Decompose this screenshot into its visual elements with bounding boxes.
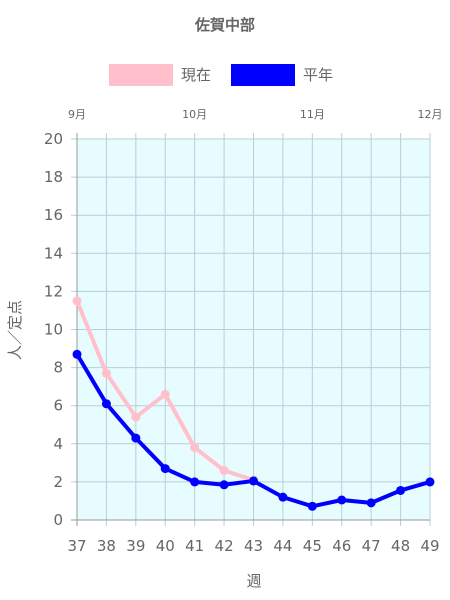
data-point — [219, 465, 229, 475]
x-tick-label: 37 — [67, 537, 86, 555]
data-point — [190, 443, 200, 453]
x-tick-label: 46 — [332, 537, 351, 555]
month-label: 10月 — [182, 108, 207, 121]
data-point — [425, 477, 435, 487]
x-tick-label: 38 — [97, 537, 116, 555]
y-tick-label: 8 — [53, 359, 63, 377]
x-tick-label: 44 — [273, 537, 292, 555]
legend-label: 平年 — [303, 66, 333, 84]
legend-label: 現在 — [181, 66, 211, 84]
month-label: 11月 — [300, 108, 325, 121]
y-tick-label: 2 — [53, 473, 63, 491]
y-tick-label: 4 — [53, 435, 63, 453]
data-point — [307, 501, 317, 511]
x-tick-label: 40 — [156, 537, 175, 555]
data-point — [131, 433, 141, 443]
y-tick-label: 10 — [44, 321, 63, 339]
month-label: 9月 — [68, 108, 86, 121]
series-1 — [72, 349, 435, 511]
data-point — [190, 477, 200, 487]
legend-swatch — [109, 64, 173, 86]
x-tick-label: 45 — [303, 537, 322, 555]
data-point — [72, 349, 82, 359]
x-tick-label: 41 — [185, 537, 204, 555]
y-tick-label: 0 — [53, 511, 63, 529]
data-point — [366, 498, 376, 508]
x-axis-title: 週 — [246, 572, 261, 590]
x-tick-label: 43 — [244, 537, 263, 555]
data-point — [160, 464, 170, 474]
y-tick-label: 20 — [44, 130, 63, 148]
y-tick-label: 14 — [44, 244, 63, 262]
grid-lines — [71, 133, 431, 526]
x-tick-label: 42 — [215, 537, 234, 555]
data-point — [101, 399, 111, 409]
data-point — [72, 296, 82, 306]
x-tick-label: 39 — [126, 537, 145, 555]
data-point — [278, 492, 288, 502]
x-tick-label: 49 — [420, 537, 439, 555]
series-layer — [72, 296, 435, 511]
x-tick-label: 47 — [362, 537, 381, 555]
chart-title: 佐賀中部 — [194, 16, 255, 34]
x-tick-label: 48 — [391, 537, 410, 555]
x-tick-labels: 37 38 39 40 41 42 43 44 45 46 47 48 49 — [67, 537, 439, 555]
y-tick-label: 12 — [44, 282, 63, 300]
data-point — [160, 389, 170, 399]
y-tick-label: 6 — [53, 397, 63, 415]
data-point — [131, 412, 141, 422]
y-axis-title: 人／定点 — [6, 300, 24, 360]
y-tick-label: 16 — [44, 206, 63, 224]
data-point — [337, 495, 347, 505]
data-point — [219, 480, 229, 490]
month-label: 12月 — [418, 108, 443, 121]
month-labels: 9月 10月 11月 12月 — [68, 108, 443, 121]
data-point — [396, 485, 406, 495]
data-point — [249, 476, 258, 486]
legend: 現在 平年 — [109, 64, 333, 86]
y-tick-labels: 0 2 4 6 8 10 12 14 16 18 20 — [44, 130, 63, 529]
y-tick-label: 18 — [44, 168, 63, 186]
data-point — [101, 368, 111, 378]
legend-swatch — [231, 64, 295, 86]
